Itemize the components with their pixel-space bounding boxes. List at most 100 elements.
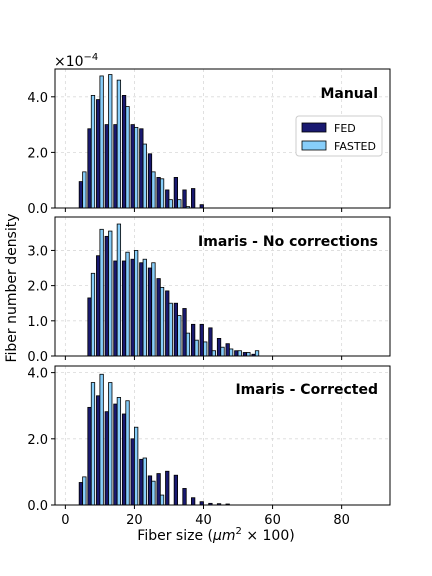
bar-fed (78, 482, 84, 506)
bar-fed (191, 188, 196, 209)
bar-fed (87, 128, 92, 209)
bar-fed (182, 308, 187, 357)
chart-panel-3: 0.0 2.0 4.0 0 20 40 60 80 Imaris - Corrected (27, 365, 391, 528)
bar-fed (216, 338, 222, 357)
bar-fasted (203, 341, 208, 357)
y-tick-label: 2.0 (27, 146, 48, 161)
bar-fed (191, 497, 196, 506)
bar-fasted (151, 171, 156, 209)
bar-fed (182, 488, 187, 506)
bar-fed (139, 262, 144, 357)
bar-fasted (151, 480, 156, 506)
bar-fasted (90, 382, 96, 506)
bar-fed (130, 258, 135, 357)
x-tick-label: 60 (264, 513, 281, 528)
bar-fed (156, 177, 161, 209)
bar-fasted (108, 382, 113, 506)
bar-fasted (134, 426, 139, 506)
bar-fed (104, 235, 109, 357)
bar-fed (104, 124, 109, 209)
y-axis-label: Fiber number density (4, 213, 20, 362)
legend-swatch-fed (301, 122, 327, 133)
bar-fed (96, 255, 101, 357)
bar-fasted (90, 272, 96, 357)
panel-title: Manual (320, 86, 378, 102)
bar-fasted (82, 171, 87, 209)
y-tick-label: 0.0 (27, 350, 48, 365)
bar-fasted (220, 346, 225, 357)
y-offset-label: ×10−4 (54, 52, 98, 70)
bar-fasted (177, 315, 182, 357)
panel-title: Imaris - Corrected (235, 382, 378, 398)
bar-fasted (254, 350, 260, 357)
bar-fed (87, 297, 92, 357)
axes-frame (54, 68, 391, 209)
y-tick-label: 1.0 (27, 315, 48, 330)
bar-fasted (151, 262, 156, 357)
bar-fasted (99, 373, 104, 506)
bar-fed (139, 128, 144, 209)
bar-fasted (185, 332, 191, 357)
bar-fasted (108, 74, 113, 209)
y-tick-label: 3.0 (27, 244, 48, 259)
y-tick-label: 4.0 (27, 91, 48, 106)
bar-fasted (116, 223, 122, 357)
y-tick-label: 2.0 (27, 280, 48, 295)
bar-fed (182, 189, 187, 209)
x-tick-label: 80 (333, 513, 350, 528)
legend: FED FASTED (295, 115, 383, 157)
legend-swatch-fasted (301, 140, 327, 151)
legend-label-fasted: FASTED (334, 140, 376, 153)
bar-fed (121, 95, 127, 209)
bar-fed (113, 260, 118, 357)
bar-fasted (116, 397, 122, 506)
bar-fasted (142, 258, 147, 357)
y-tick-label: 0.0 (27, 499, 48, 514)
bar-fed (130, 438, 135, 506)
bar-fed (78, 181, 84, 209)
bar-fasted (82, 476, 87, 506)
bar-fasted (125, 251, 130, 357)
bar-fed (199, 204, 204, 209)
y-tick-label: 2.0 (27, 433, 48, 448)
bar-fasted (159, 286, 165, 357)
bar-fed (199, 323, 204, 357)
chart-panel-2: 0.0 1.0 2.0 3.0 Imaris - No corrections (27, 216, 391, 365)
axes-frame (54, 365, 391, 506)
bar-fed (96, 99, 101, 209)
bar-fed (156, 473, 161, 506)
bar-fed (225, 343, 230, 357)
bar-fasted (90, 95, 96, 209)
bar-fed (173, 302, 179, 357)
bar-fed (191, 323, 196, 357)
bar-fasted (159, 494, 165, 506)
y-tick-label: 0.0 (27, 202, 48, 217)
bar-fed (113, 124, 118, 209)
bar-fasted (168, 199, 173, 209)
axes-frame (54, 216, 391, 357)
bar-fed (121, 260, 127, 357)
x-tick-label: 0 (61, 513, 69, 528)
bar-fed (113, 403, 118, 506)
bar-fasted (177, 199, 182, 209)
x-tick-label: 20 (126, 513, 143, 528)
bar-fed (147, 153, 153, 209)
bar-fed (156, 278, 161, 357)
legend-label-fed: FED (334, 122, 356, 135)
bar-fasted (99, 228, 104, 357)
y-tick-label: 4.0 (27, 367, 48, 382)
bar-fasted (125, 400, 130, 506)
x-axis-label: Fiber size (μm2 × 100) (137, 526, 294, 544)
bar-fed (147, 267, 153, 357)
bar-fasted (211, 350, 216, 357)
bar-fed (121, 413, 127, 506)
bar-fed (208, 327, 213, 357)
bar-fed (165, 470, 170, 506)
panel-title: Imaris - No corrections (198, 234, 378, 250)
bar-fed (234, 350, 239, 357)
chart-panel-1: 0.0 2.0 4.0 Manual FED FASTED (27, 68, 391, 217)
bar-fed (147, 475, 153, 506)
bar-fasted (99, 75, 104, 209)
bar-fasted (125, 106, 130, 209)
bar-fasted (246, 352, 251, 357)
